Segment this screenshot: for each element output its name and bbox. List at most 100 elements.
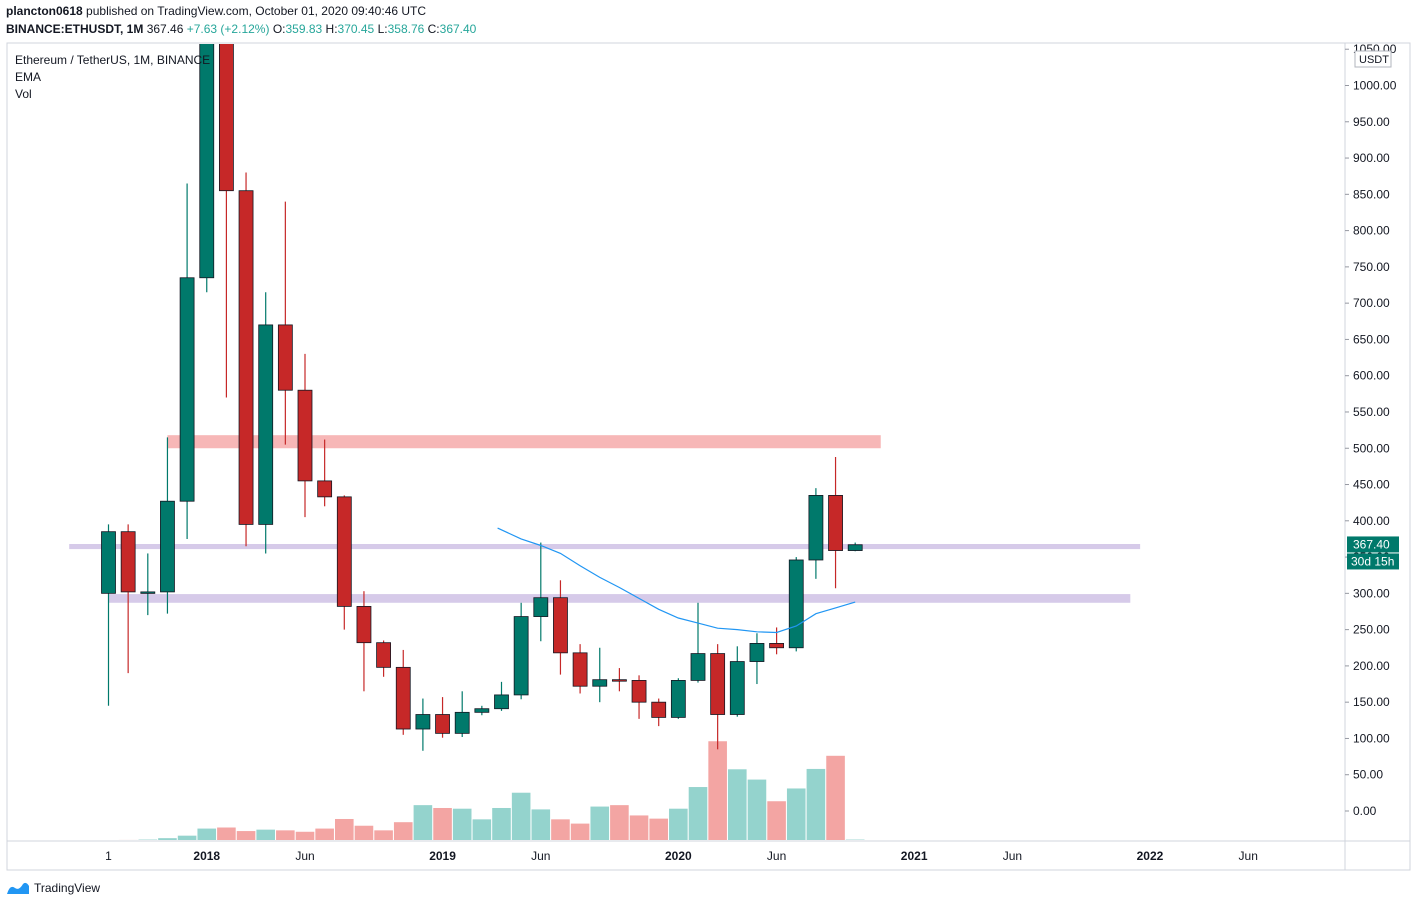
tradingview-logo-icon [7, 882, 29, 894]
y-tick-label: 250.00 [1353, 623, 1390, 637]
candle-body [120, 531, 136, 593]
y-tick-label: 0.00 [1353, 804, 1377, 818]
close-value: 367.40 [439, 22, 477, 36]
volume-bar [393, 822, 413, 840]
volume-bar [806, 768, 826, 840]
candle-body [592, 679, 608, 687]
volume-bar [276, 830, 295, 840]
candle-body [160, 500, 175, 593]
volume-bar [472, 819, 492, 840]
volume-bar [413, 805, 433, 840]
axis-corner [1344, 840, 1411, 871]
volume-bar [354, 825, 374, 840]
x-tick-label: 1 [105, 849, 112, 863]
author[interactable]: plancton0618 [6, 4, 83, 18]
volume-bar [374, 830, 393, 840]
volume-bar [452, 808, 472, 840]
countdown-tag [1347, 553, 1399, 570]
price-change: +7.63 (+2.12%) [186, 22, 270, 36]
candle-body [631, 680, 647, 703]
candle-body [356, 606, 372, 644]
y-tick-label: 650.00 [1353, 332, 1390, 346]
candle-body [415, 714, 431, 730]
volume-bar [177, 835, 197, 840]
volume-bar [236, 831, 256, 840]
y-tick-label: 850.00 [1353, 187, 1390, 201]
brand-label: TradingView [34, 881, 101, 895]
volume-bar [335, 818, 354, 840]
y-tick-label: 50.00 [1353, 768, 1383, 782]
volume-bar [217, 827, 236, 840]
legend-ema[interactable]: EMA [15, 70, 42, 84]
volume-bar [708, 741, 727, 840]
y-tick-label: 600.00 [1353, 369, 1390, 383]
volume-bar [531, 809, 551, 840]
open-value: 359.83 [285, 22, 323, 36]
candle-body [710, 653, 726, 715]
high-label: H: [325, 22, 338, 36]
current-price: 367.46 [146, 22, 184, 36]
candle-body [474, 708, 490, 713]
candle-body [435, 714, 450, 734]
candle-body [612, 679, 627, 682]
y-tick-label: 150.00 [1353, 695, 1390, 709]
candle-body [769, 643, 784, 649]
currency-label: USDT [1359, 54, 1389, 66]
legend-vol[interactable]: Vol [15, 87, 32, 101]
volume-bar [629, 815, 649, 840]
zone-resistance [167, 435, 881, 449]
x-tick-label: Jun [1003, 849, 1022, 863]
candle-body [317, 480, 333, 498]
x-tick-label: 2021 [901, 849, 928, 863]
y-tick-label: 400.00 [1353, 514, 1390, 528]
last-price-label: 367.40 [1353, 537, 1390, 551]
y-tick-label: 200.00 [1353, 659, 1390, 673]
candle-body [788, 559, 804, 649]
y-tick-label: 300.00 [1353, 586, 1390, 600]
volume-bar [118, 839, 138, 840]
candle-body [297, 389, 313, 482]
symbol-info: BINANCE:ETHUSDT, 1M 367.46 +7.63 (+2.12%… [6, 22, 476, 36]
y-tick-label: 900.00 [1353, 151, 1390, 165]
close-label: C: [427, 22, 440, 36]
candle-body [238, 190, 254, 525]
volume-bar [786, 788, 806, 840]
candle-body [494, 694, 509, 710]
candle-body [277, 324, 293, 391]
x-tick-label: 2022 [1137, 849, 1164, 863]
y-tick-label: 700.00 [1353, 296, 1390, 310]
x-tick-label: 2020 [665, 849, 692, 863]
candle-body [376, 642, 392, 668]
candle-body [572, 652, 588, 687]
candle-body [140, 591, 156, 594]
high-value: 370.45 [337, 22, 375, 36]
y-tick-label: 100.00 [1353, 731, 1390, 745]
candle-body [651, 701, 667, 718]
volume-bar [433, 807, 452, 840]
volume-bar [669, 808, 688, 840]
volume-bar [551, 819, 570, 840]
footer-brand[interactable]: TradingView [6, 880, 100, 896]
candle-body [454, 711, 470, 734]
candle-body [336, 496, 352, 607]
publish-info: plancton0618 published on TradingView.co… [6, 4, 426, 18]
symbol[interactable]: BINANCE:ETHUSDT, 1M [6, 22, 144, 36]
volume-bar [158, 838, 177, 840]
volume-bar [492, 807, 511, 840]
candle-body [553, 597, 568, 654]
y-tick-label: 450.00 [1353, 478, 1390, 492]
candle-body [258, 324, 274, 525]
y-tick-label: 950.00 [1353, 115, 1390, 129]
publish-text: published on TradingView.com, October 01… [86, 4, 427, 18]
x-tick-label: Jun [1239, 849, 1258, 863]
volume-bar [767, 801, 786, 840]
volume-bar [688, 787, 708, 840]
open-label: O: [272, 22, 286, 36]
legend-title[interactable]: Ethereum / TetherUS, 1M, BINANCE [15, 53, 211, 67]
candle-body [670, 680, 686, 718]
y-tick-label: 1000.00 [1353, 79, 1397, 93]
candle-body [690, 653, 706, 681]
volume-bar [649, 818, 668, 840]
low-label: L: [377, 22, 388, 36]
